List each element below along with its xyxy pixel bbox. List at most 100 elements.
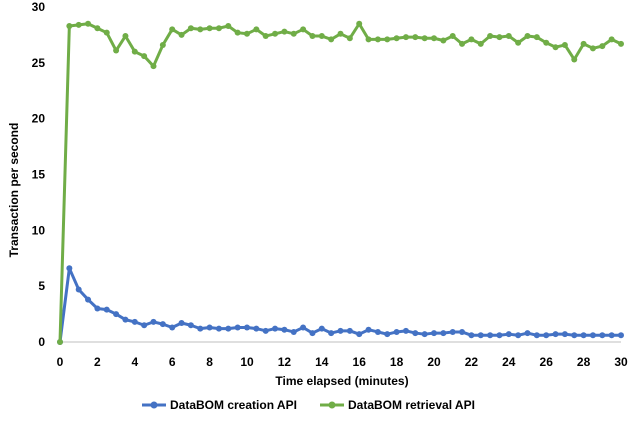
data-point <box>187 322 194 329</box>
x-tick-label: 28 <box>577 355 591 369</box>
data-point <box>262 33 269 40</box>
data-point <box>608 332 615 339</box>
data-point <box>281 28 288 35</box>
x-tick-label: 8 <box>206 355 213 369</box>
data-point <box>309 330 316 337</box>
data-point <box>141 53 148 60</box>
x-tick-label: 24 <box>502 355 516 369</box>
series-creation <box>57 265 624 345</box>
data-point <box>459 328 466 335</box>
data-point <box>505 33 512 40</box>
data-point <box>318 33 325 40</box>
data-point <box>589 332 596 339</box>
data-point <box>552 44 559 51</box>
x-tick-label: 30 <box>614 355 628 369</box>
data-point <box>346 327 353 334</box>
data-point <box>94 25 101 32</box>
x-tick-label: 14 <box>315 355 329 369</box>
data-point <box>309 33 316 40</box>
data-point <box>356 331 363 338</box>
data-point <box>543 332 550 339</box>
data-point <box>150 318 157 325</box>
series-line <box>58 22 623 344</box>
data-point <box>159 321 166 328</box>
data-point <box>393 35 400 42</box>
data-point <box>159 41 166 48</box>
data-point <box>384 36 391 43</box>
data-point <box>589 45 596 52</box>
data-point <box>477 40 484 47</box>
data-point <box>505 331 512 338</box>
y-tick-label: 30 <box>32 0 46 14</box>
data-point <box>599 332 606 339</box>
data-point <box>234 29 241 36</box>
data-point <box>421 35 428 42</box>
legend-label: DataBOM creation API <box>170 398 297 412</box>
x-tick-label: 6 <box>169 355 176 369</box>
y-axis-title: Transaction per second <box>7 123 21 258</box>
data-point <box>571 332 578 339</box>
data-point <box>524 330 531 337</box>
x-tick-label: 12 <box>278 355 292 369</box>
data-point <box>402 327 409 334</box>
data-point <box>440 330 447 337</box>
data-point <box>103 306 110 313</box>
data-point <box>346 35 353 42</box>
data-point <box>300 324 307 331</box>
y-tick-label: 25 <box>32 56 46 70</box>
data-point <box>431 330 437 337</box>
y-axis-tick-labels: 0 5 10 15 20 25 30 <box>32 0 46 349</box>
data-point <box>515 39 522 46</box>
data-point <box>618 332 624 339</box>
y-tick-label: 0 <box>38 335 45 349</box>
data-point <box>272 30 279 37</box>
x-tick-label: 2 <box>94 355 101 369</box>
data-point <box>197 26 204 33</box>
data-point <box>524 33 531 40</box>
data-point <box>618 40 624 47</box>
x-tick-label: 16 <box>353 355 367 369</box>
data-point <box>599 43 606 50</box>
data-point <box>75 286 82 293</box>
data-point <box>318 325 325 332</box>
data-point <box>496 332 503 339</box>
data-point <box>75 21 82 28</box>
data-point <box>122 316 129 323</box>
data-point <box>412 34 419 41</box>
data-point <box>206 324 213 331</box>
x-tick-label: 20 <box>427 355 441 369</box>
y-tick-label: 10 <box>32 223 46 237</box>
data-point <box>374 328 381 335</box>
data-point <box>85 20 92 27</box>
data-point <box>66 22 73 29</box>
data-point <box>197 325 204 332</box>
data-point <box>281 326 288 333</box>
data-point <box>85 296 92 303</box>
legend: DataBOM creation API DataBOM retrieval AP… <box>142 398 475 412</box>
data-point <box>365 36 372 43</box>
data-point <box>215 325 222 332</box>
data-point <box>253 325 260 332</box>
data-point <box>412 330 419 337</box>
x-axis-tick-labels: 0 2 4 6 8 10 12 14 16 18 20 22 24 26 28 30 <box>57 355 628 369</box>
data-point <box>356 20 363 27</box>
legend-label: DataBOM retrieval API <box>348 398 475 412</box>
x-tick-label: 26 <box>540 355 554 369</box>
data-point <box>253 26 260 33</box>
data-point <box>496 34 503 41</box>
data-point <box>262 327 269 334</box>
data-point <box>449 328 456 335</box>
data-point <box>178 31 185 38</box>
data-point <box>206 25 213 32</box>
data-point <box>440 37 447 44</box>
data-point <box>169 324 176 331</box>
data-point <box>57 339 63 345</box>
data-point <box>290 30 297 37</box>
data-point <box>113 311 120 318</box>
data-point <box>290 328 297 335</box>
legend-swatch-marker <box>150 401 158 409</box>
data-point <box>150 63 157 70</box>
y-tick-label: 20 <box>32 112 46 126</box>
data-point <box>122 33 129 40</box>
